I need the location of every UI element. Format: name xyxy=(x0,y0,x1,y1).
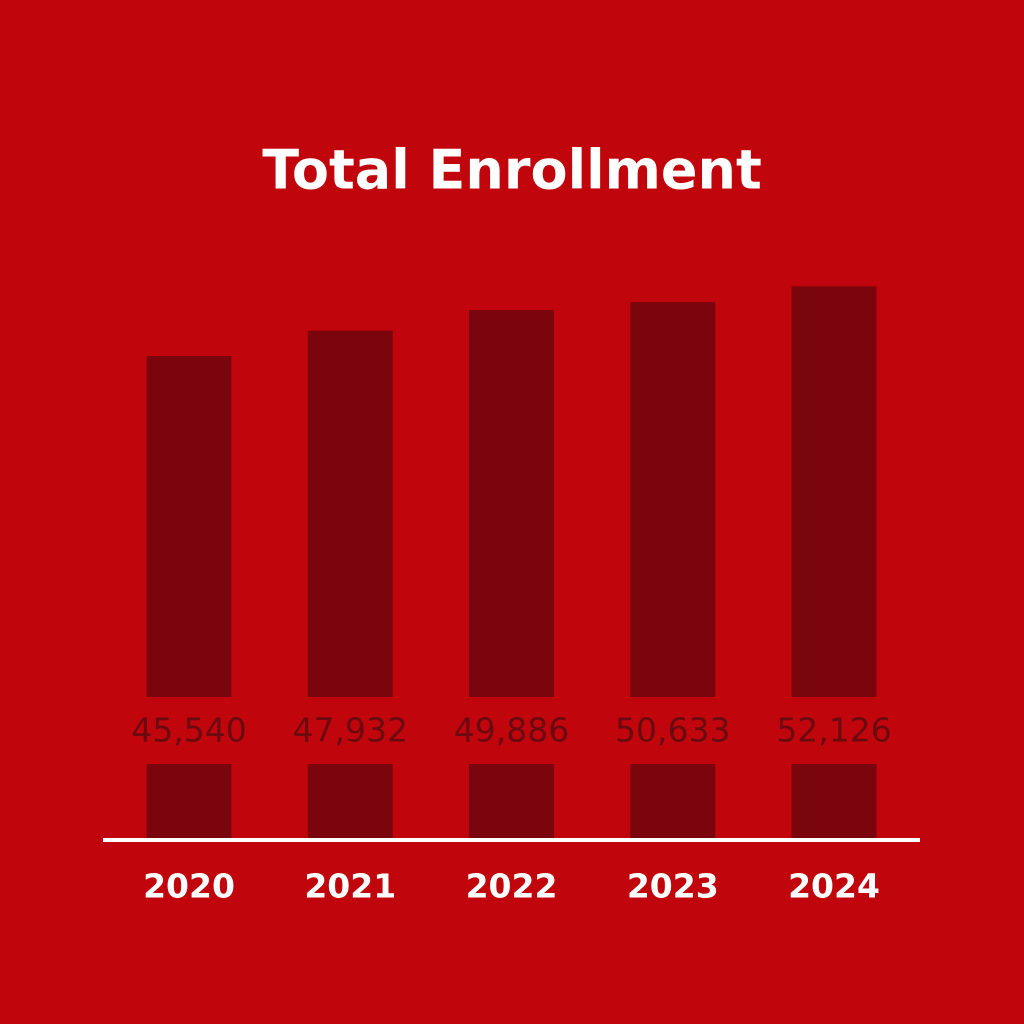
label-gap xyxy=(145,697,233,764)
x-tick-label: 2024 xyxy=(788,867,880,906)
chart-title: Total Enrollment xyxy=(262,139,762,202)
label-gap xyxy=(306,697,394,764)
label-gap xyxy=(790,697,878,764)
label-gap xyxy=(629,697,717,764)
data-label: 49,886 xyxy=(454,711,569,750)
x-tick-label: 2022 xyxy=(466,867,558,906)
label-gap xyxy=(468,697,555,764)
x-tick-label: 2021 xyxy=(304,867,396,906)
data-label: 47,932 xyxy=(293,711,408,750)
x-tick-label: 2020 xyxy=(143,867,235,906)
data-label: 45,540 xyxy=(131,711,246,750)
x-tick-label: 2023 xyxy=(627,867,719,906)
bar xyxy=(146,356,232,838)
data-label: 50,633 xyxy=(615,711,730,750)
data-label: 52,126 xyxy=(776,711,891,750)
